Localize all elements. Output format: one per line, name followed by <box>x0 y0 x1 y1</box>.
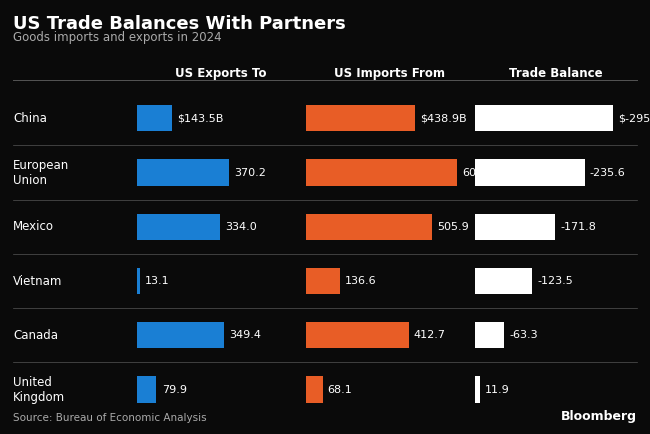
Text: 13.1: 13.1 <box>145 276 170 286</box>
Text: 370.2: 370.2 <box>234 168 266 178</box>
Text: United
Kingdom: United Kingdom <box>13 375 65 404</box>
FancyBboxPatch shape <box>474 159 584 186</box>
FancyBboxPatch shape <box>474 376 480 403</box>
FancyBboxPatch shape <box>136 105 172 131</box>
Text: 11.9: 11.9 <box>486 385 510 395</box>
Text: 68.1: 68.1 <box>328 385 352 395</box>
Text: -171.8: -171.8 <box>560 222 596 232</box>
Text: Goods imports and exports in 2024: Goods imports and exports in 2024 <box>13 31 222 44</box>
Text: Vietnam: Vietnam <box>13 275 62 287</box>
Text: $438.9B: $438.9B <box>421 113 467 123</box>
Text: -123.5: -123.5 <box>538 276 573 286</box>
Text: -235.6: -235.6 <box>590 168 625 178</box>
FancyBboxPatch shape <box>474 268 532 294</box>
Text: $-295.4B: $-295.4B <box>618 113 650 123</box>
Text: Trade Balance: Trade Balance <box>509 67 603 80</box>
Text: European
Union: European Union <box>13 158 70 187</box>
FancyBboxPatch shape <box>306 214 432 240</box>
Text: US Trade Balances With Partners: US Trade Balances With Partners <box>13 15 346 33</box>
Text: -63.3: -63.3 <box>509 330 538 340</box>
Text: 412.7: 412.7 <box>414 330 446 340</box>
FancyBboxPatch shape <box>306 376 322 403</box>
FancyBboxPatch shape <box>136 376 157 403</box>
FancyBboxPatch shape <box>306 268 340 294</box>
Text: 79.9: 79.9 <box>162 385 187 395</box>
Text: $143.5B: $143.5B <box>177 113 224 123</box>
FancyBboxPatch shape <box>474 105 612 131</box>
FancyBboxPatch shape <box>306 159 457 186</box>
FancyBboxPatch shape <box>474 322 504 348</box>
FancyBboxPatch shape <box>136 322 224 348</box>
Text: US Imports From: US Imports From <box>335 67 445 80</box>
FancyBboxPatch shape <box>136 214 220 240</box>
Text: US Exports To: US Exports To <box>176 67 266 80</box>
Text: Canada: Canada <box>13 329 58 342</box>
Text: Bloomberg: Bloomberg <box>561 410 637 423</box>
Text: 605.8: 605.8 <box>462 168 494 178</box>
Text: 334.0: 334.0 <box>225 222 257 232</box>
FancyBboxPatch shape <box>474 214 554 240</box>
Text: China: China <box>13 112 47 125</box>
Text: 136.6: 136.6 <box>345 276 376 286</box>
FancyBboxPatch shape <box>136 159 229 186</box>
FancyBboxPatch shape <box>306 322 409 348</box>
FancyBboxPatch shape <box>306 105 415 131</box>
Text: 505.9: 505.9 <box>437 222 469 232</box>
Text: Source: Bureau of Economic Analysis: Source: Bureau of Economic Analysis <box>13 413 207 423</box>
Text: 349.4: 349.4 <box>229 330 261 340</box>
FancyBboxPatch shape <box>136 268 140 294</box>
Text: Mexico: Mexico <box>13 220 54 233</box>
